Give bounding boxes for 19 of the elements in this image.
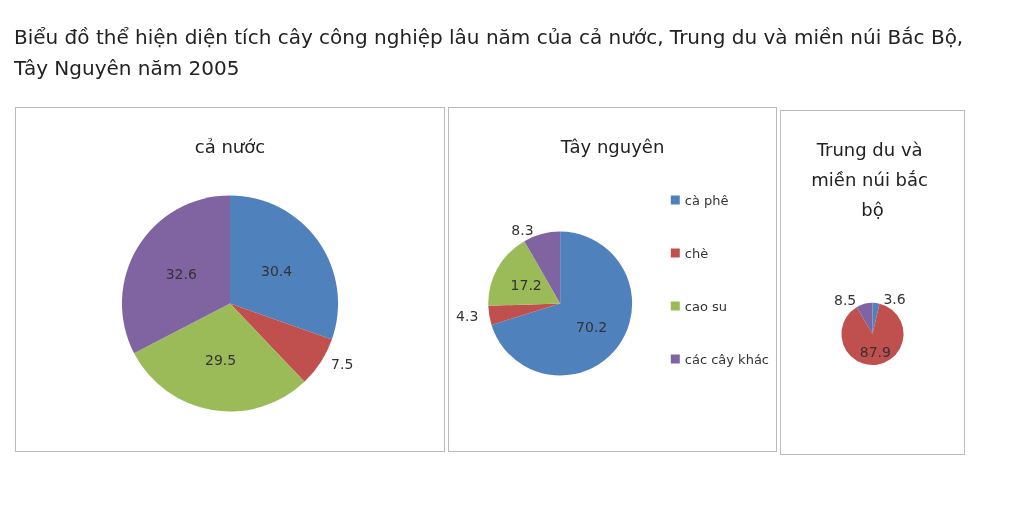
chart-title: Tây nguyên	[559, 135, 665, 157]
data-label: 7.5	[331, 356, 354, 373]
data-label: 8.3	[511, 222, 534, 239]
legend-label: chè	[684, 245, 709, 261]
data-label: 32.6	[165, 265, 197, 282]
data-label: 70.2	[575, 318, 608, 335]
data-label: 4.3	[456, 308, 479, 325]
data-label: 8.5	[833, 292, 857, 309]
data-label: 17.2	[510, 276, 542, 293]
data-label: 87.9	[859, 344, 891, 361]
data-label: 30.4	[260, 262, 293, 279]
chart-title: cả nước	[194, 135, 266, 157]
data-label: 3.6	[883, 291, 906, 308]
chart-title: Trung du và miền núi bắc bộ	[811, 138, 934, 220]
text: Biểu đồ thể hiện diện tích cây công nghiệp lâu năm của cả nước, Trung du và miền núi Bắc Bộ, Tây Nguyên năm 2005	[14, 24, 965, 82]
legend-label: cao su	[684, 298, 727, 314]
legend-label: các cây khác	[684, 351, 769, 367]
legend-label: cà phê	[684, 192, 729, 208]
data-label: 29.5	[204, 351, 237, 368]
